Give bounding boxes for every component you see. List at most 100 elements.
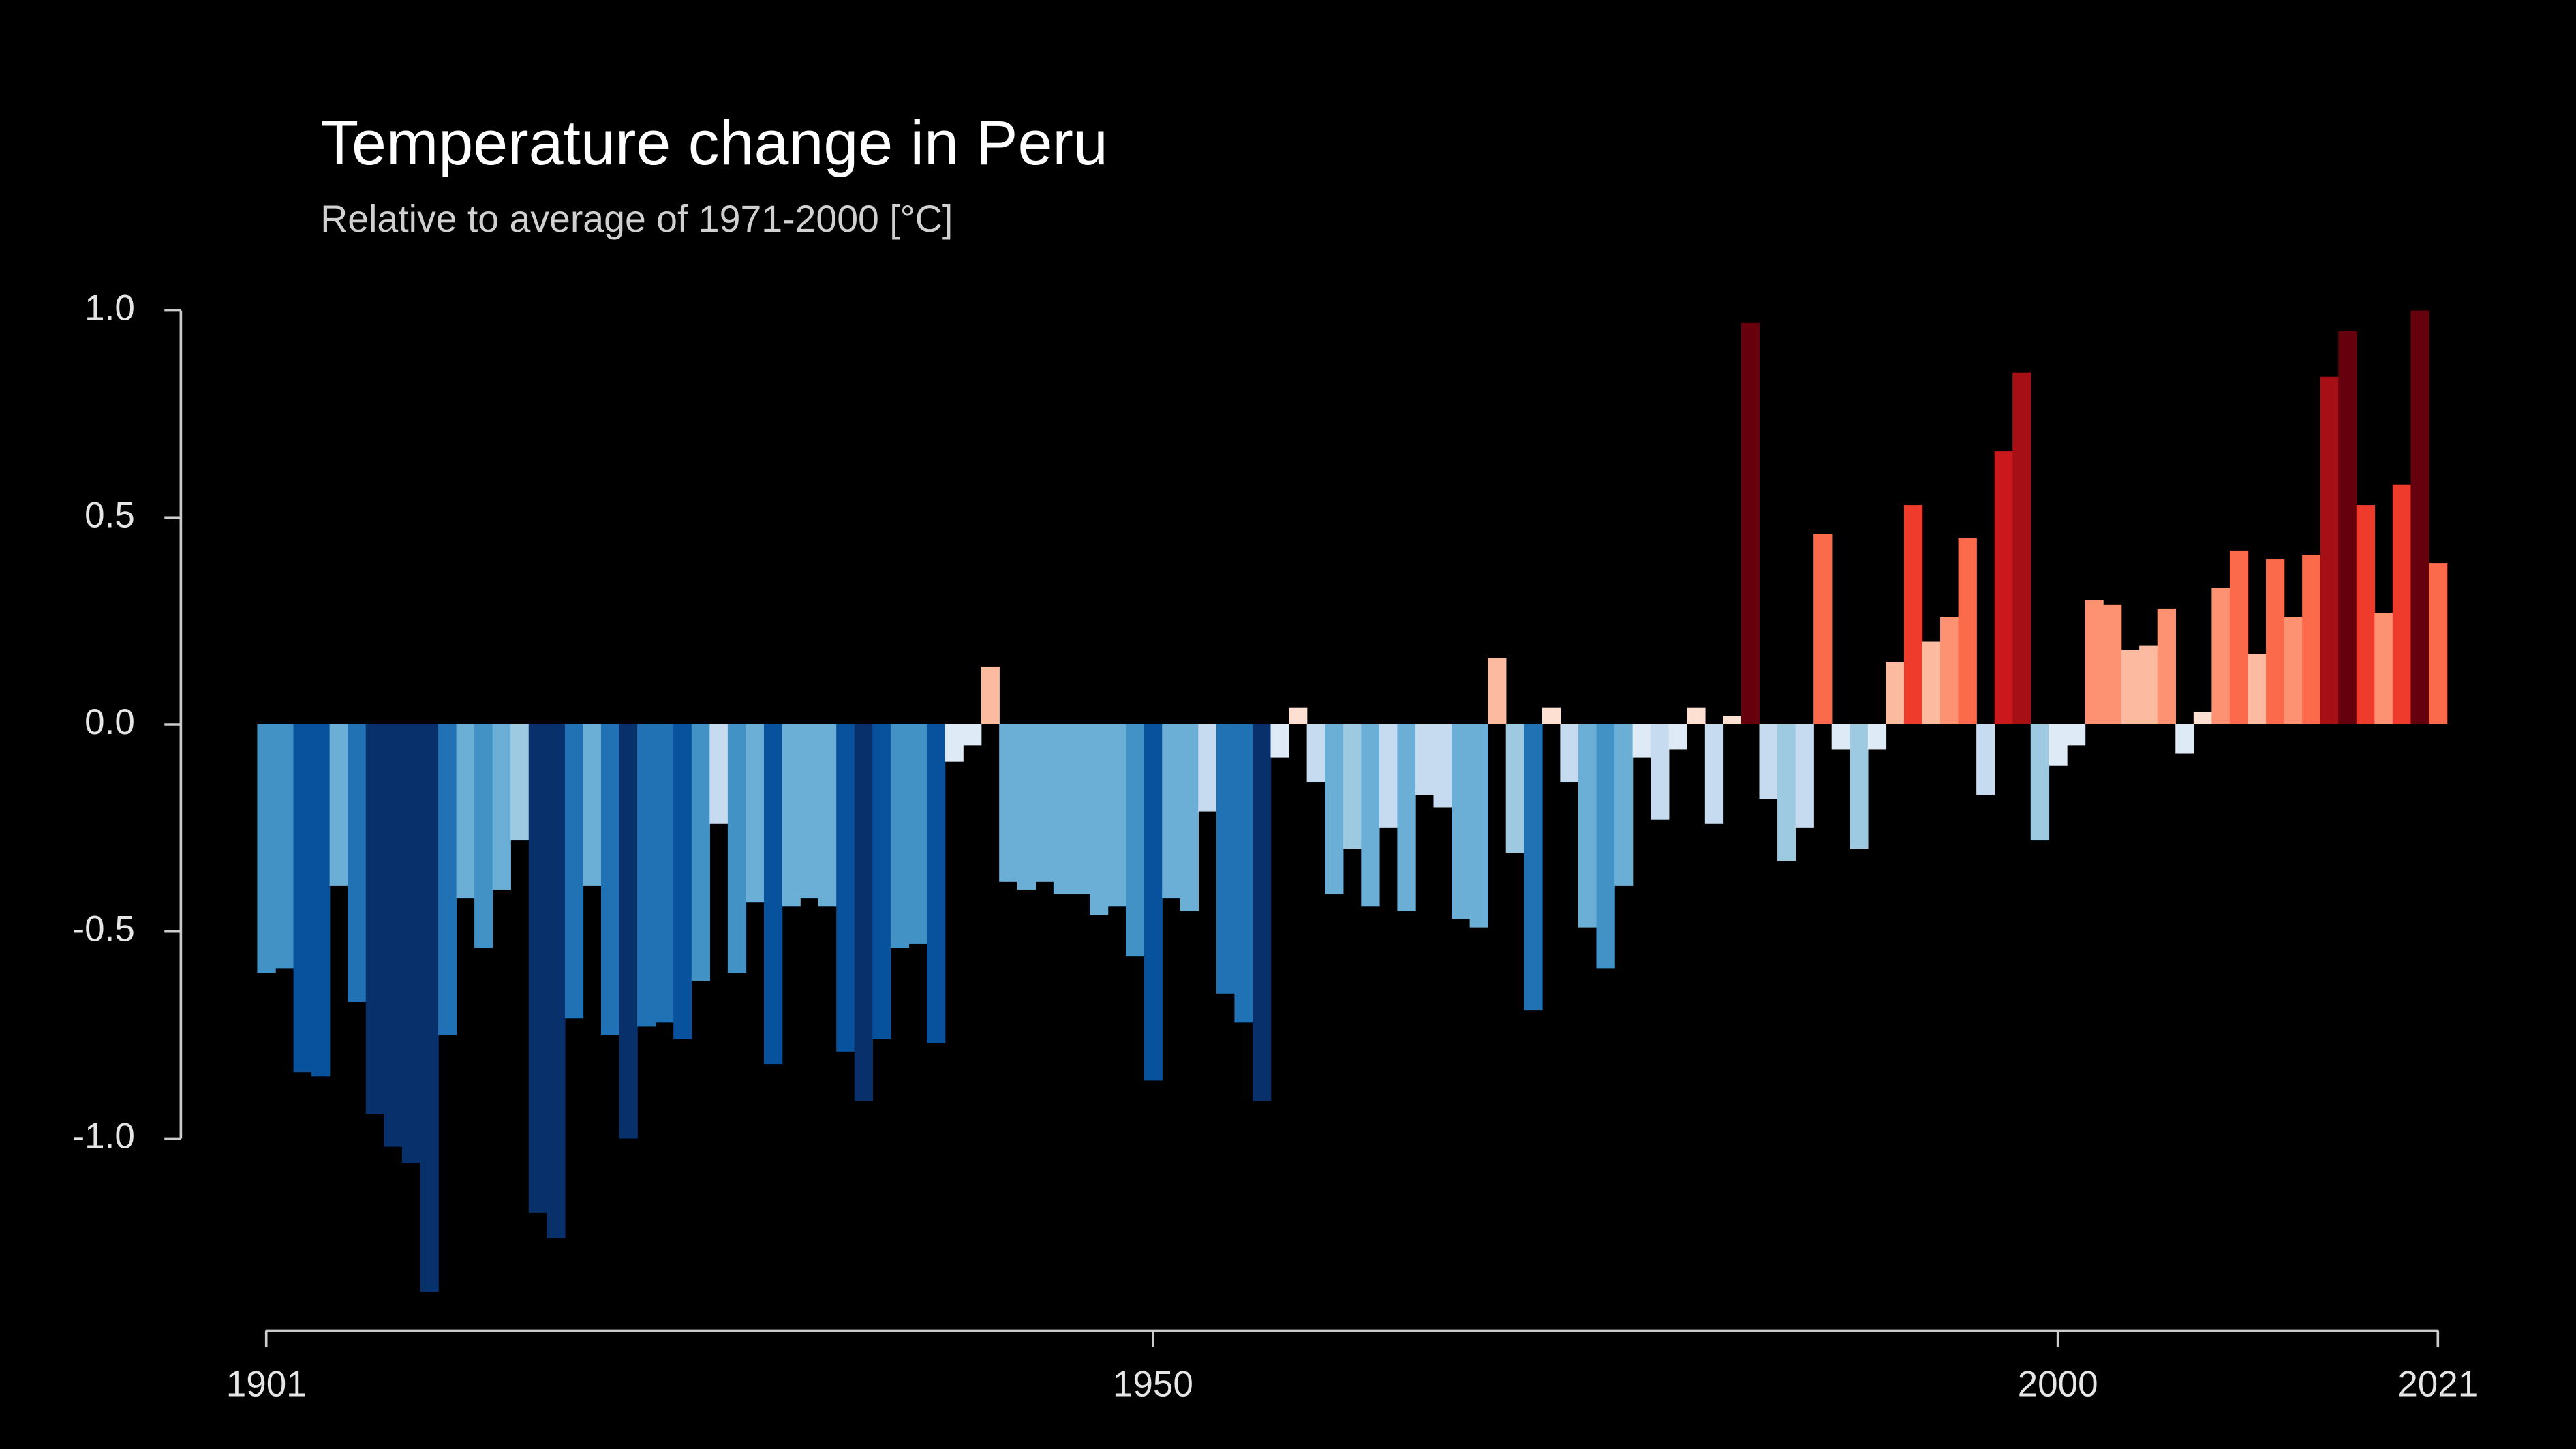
bar — [1958, 538, 1977, 724]
bar — [1089, 724, 1109, 915]
bar — [2410, 310, 2429, 725]
bar — [2085, 600, 2104, 724]
plot-area: -1.0 -0.5 0.0 0.5 1.0 1901 1950 2000 2021 — [73, 288, 2479, 1405]
bar — [1542, 707, 1561, 724]
bar — [782, 724, 801, 907]
bar — [655, 724, 674, 1023]
x-tick-label: 1950 — [1113, 1364, 1193, 1404]
bar — [872, 724, 891, 1039]
bar — [2284, 617, 2303, 724]
bar — [474, 724, 493, 949]
bar — [1452, 724, 1471, 919]
bar — [1922, 641, 1941, 724]
bar — [2103, 604, 2122, 724]
bar — [908, 724, 927, 944]
bar — [1144, 724, 1163, 1081]
bar — [727, 724, 747, 973]
bar — [800, 724, 819, 899]
bar — [2121, 650, 2140, 724]
bar — [2429, 563, 2448, 724]
bar — [1234, 724, 1253, 1023]
bar — [1795, 724, 1814, 828]
bar — [547, 724, 566, 1238]
bar — [746, 724, 765, 903]
bar — [1252, 724, 1272, 1101]
bar — [311, 724, 331, 1077]
bar — [709, 724, 729, 824]
bar — [1505, 724, 1525, 853]
bar — [1560, 724, 1579, 783]
y-tick-label: 0.0 — [85, 702, 135, 742]
bar — [1704, 724, 1724, 824]
bar — [2157, 608, 2176, 724]
bar — [384, 724, 403, 1147]
bar — [329, 724, 348, 886]
bar — [1813, 534, 1833, 724]
bar — [1289, 707, 1308, 724]
bar — [257, 724, 276, 973]
bar — [2030, 724, 2050, 841]
bar — [365, 724, 385, 1114]
bar — [420, 724, 439, 1292]
x-tick-label: 1901 — [226, 1364, 307, 1404]
bar — [528, 724, 548, 1213]
bar — [1632, 724, 1651, 758]
bar — [945, 724, 964, 762]
chart-subtitle: Relative to average of 1971-2000 [°C] — [320, 198, 953, 240]
y-tick-label: -0.5 — [73, 909, 135, 949]
bar — [2229, 550, 2249, 724]
bar — [963, 724, 982, 746]
y-tick-label: 1.0 — [85, 288, 135, 329]
bar — [1343, 724, 1362, 849]
bar — [1325, 724, 1344, 895]
bar — [1198, 724, 1217, 812]
bar — [1994, 451, 2013, 724]
y-tick-label: 0.5 — [85, 495, 135, 535]
bar — [564, 724, 584, 1019]
bar — [637, 724, 656, 1027]
bar — [1578, 724, 1597, 928]
bar — [1940, 617, 1959, 724]
bar — [456, 724, 475, 899]
bar — [1850, 724, 1869, 849]
bar — [275, 724, 294, 969]
bar — [2266, 559, 2285, 724]
bar — [2338, 331, 2357, 724]
bar — [1867, 724, 1887, 750]
bar — [1651, 724, 1670, 820]
bar — [2392, 484, 2412, 724]
bar — [1361, 724, 1380, 907]
bar — [1162, 724, 1181, 899]
bar — [836, 724, 855, 1052]
bar — [1488, 658, 1507, 724]
bar — [1379, 724, 1398, 828]
bar — [1415, 724, 1435, 795]
bar — [1759, 724, 1778, 799]
bar — [1397, 724, 1416, 911]
bar — [1035, 724, 1054, 882]
bar — [1433, 724, 1452, 808]
bar — [763, 724, 783, 1065]
y-tick-label: -1.0 — [73, 1116, 135, 1156]
bar — [2248, 654, 2267, 724]
bar — [401, 724, 421, 1163]
x-tick-label: 2000 — [2018, 1364, 2098, 1404]
bar — [999, 724, 1018, 882]
bar — [926, 724, 946, 1043]
bar — [510, 724, 530, 841]
bar — [1831, 724, 1850, 750]
bar — [2211, 588, 2230, 724]
bar — [2193, 712, 2213, 724]
bar — [492, 724, 511, 890]
bar — [673, 724, 692, 1039]
bar — [1053, 724, 1073, 895]
bar — [1596, 724, 1615, 969]
bar — [2320, 376, 2339, 724]
bar — [1723, 716, 1742, 724]
bar — [1071, 724, 1090, 895]
bar — [348, 724, 367, 1002]
bar — [2374, 612, 2393, 724]
x-tick-label: 2021 — [2397, 1364, 2478, 1404]
bar — [1216, 724, 1236, 994]
